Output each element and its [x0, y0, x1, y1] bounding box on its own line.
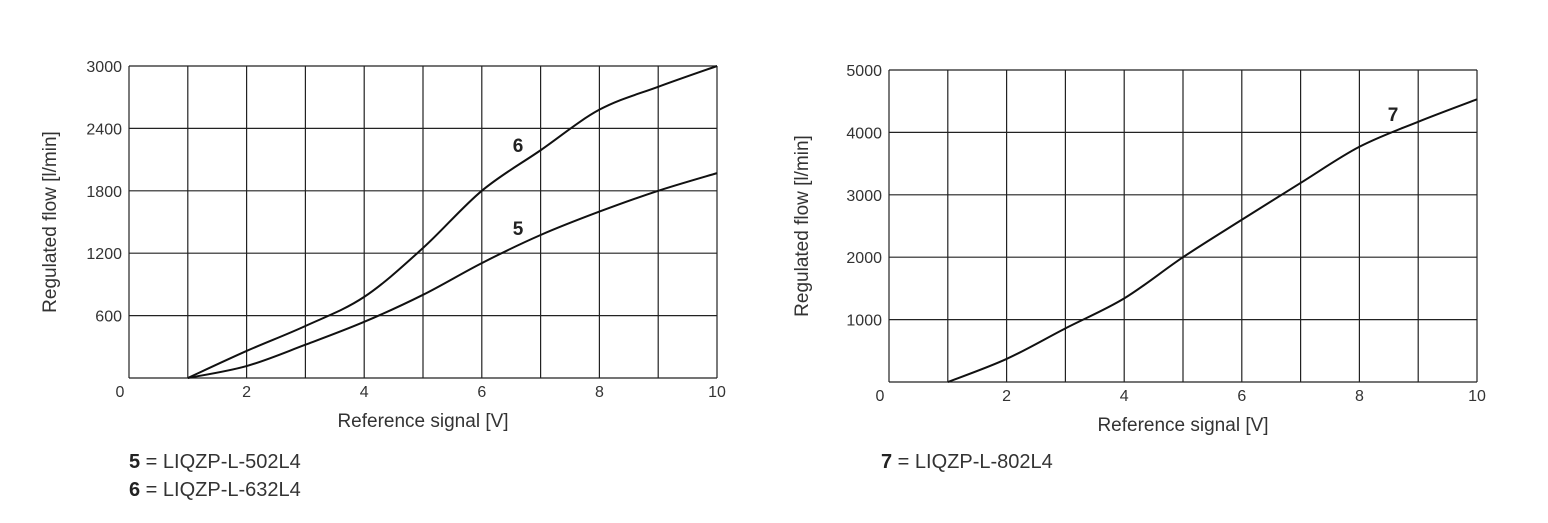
legend-item-7: 7 = LIQZP-L-802L4	[881, 451, 1053, 473]
x-tick-label: 6	[1237, 388, 1246, 405]
right-legend: 7 = LIQZP-L-802L4	[881, 448, 1053, 476]
left-chart: 600 1200 1800 2400 3000 0 2 4 6 8 10 Reference sign…	[40, 59, 726, 432]
x-tick-label: 6	[477, 384, 486, 401]
y-axis-label: Regulated flow [l/min]	[40, 131, 61, 313]
x-tick-label: 8	[1355, 388, 1364, 405]
y-axis-label: Regulated flow [l/min]	[792, 135, 813, 317]
curve-7	[947, 98, 1478, 383]
y-tick-label: 4000	[846, 125, 882, 142]
x-tick-label: 0	[116, 384, 125, 401]
y-tick-label: 3000	[846, 188, 882, 205]
x-tick-label: 2	[1002, 388, 1011, 405]
legend-item-5: 5 = LIQZP-L-502L4	[129, 451, 301, 473]
y-tick-label: 5000	[846, 63, 882, 80]
y-tick-label: 2000	[846, 250, 882, 267]
y-tick-label: 1800	[86, 184, 122, 201]
left-legend: 5 = LIQZP-L-502L4 6 = LIQZP-L-632L4	[129, 448, 301, 504]
x-axis-label: Reference signal [V]	[337, 411, 508, 432]
curve-label-7: 7	[1388, 105, 1399, 126]
x-tick-label: 2	[242, 384, 251, 401]
x-axis-label: Reference signal [V]	[1097, 415, 1268, 436]
x-tick-label: 4	[1120, 388, 1129, 405]
y-tick-label: 2400	[86, 121, 122, 138]
legend-item-6: 6 = LIQZP-L-632L4	[129, 479, 301, 501]
x-tick-label: 8	[595, 384, 604, 401]
x-tick-label: 10	[1468, 388, 1486, 405]
curve-label-6: 6	[513, 136, 524, 157]
x-tick-label: 0	[876, 388, 885, 405]
x-tick-label: 10	[708, 384, 726, 401]
curve-label-5: 5	[513, 219, 524, 240]
curve-5	[187, 172, 718, 379]
y-tick-label: 1200	[86, 246, 122, 263]
y-tick-label: 1000	[846, 313, 882, 330]
y-tick-label: 600	[95, 309, 122, 326]
y-tick-label: 3000	[86, 59, 122, 76]
right-chart: 1000 2000 3000 4000 5000 0 2 4 6 8 10 Reference sig…	[792, 63, 1486, 436]
curve-6	[187, 65, 718, 379]
x-tick-label: 4	[360, 384, 369, 401]
